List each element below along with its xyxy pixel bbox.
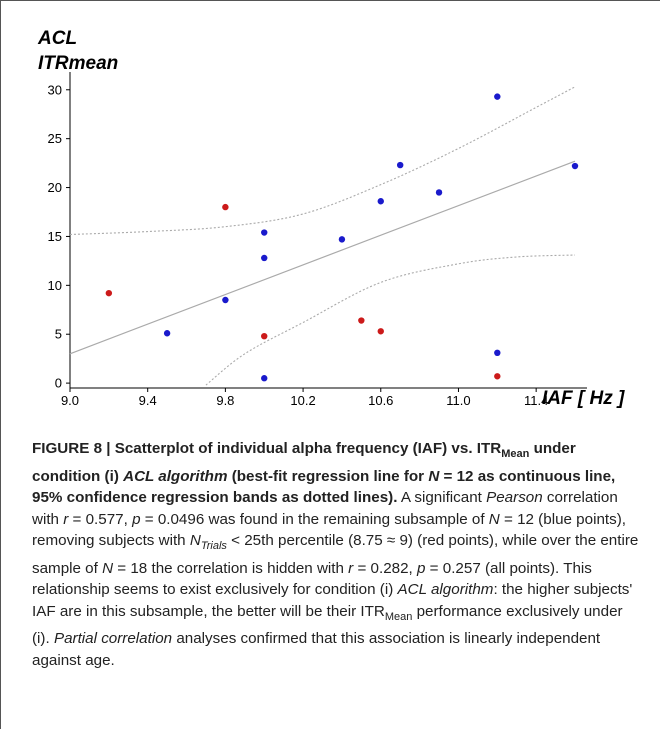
blue-data-point	[494, 93, 501, 100]
x-tick-label: 10.2	[290, 393, 315, 408]
red-data-point	[261, 332, 268, 340]
blue-data-point	[261, 375, 268, 382]
confidence-bands	[69, 86, 576, 386]
caption-title-text: FIGURE 8 | Scatterplot of individual alp…	[32, 440, 502, 457]
caption-title-subscript: Mean	[501, 448, 530, 461]
caption-title-italic: ACL algorithm	[123, 467, 228, 485]
red-data-point	[494, 373, 501, 380]
blue-data-point	[377, 198, 384, 205]
blue-data-point	[261, 254, 268, 262]
blue-data-point	[494, 349, 501, 356]
regression-line-group	[69, 160, 576, 355]
regression-line	[69, 160, 576, 355]
caption-title-text: (best-fit regression line for	[227, 467, 429, 485]
y-tick-label: 20	[48, 180, 62, 195]
x-tick-label: 9.4	[139, 393, 157, 408]
blue-data-point	[338, 236, 346, 243]
data-points	[105, 93, 579, 382]
x-tick-label: 11.0	[446, 393, 470, 408]
y-tick-label: 10	[48, 278, 62, 293]
confidence-band-upper	[69, 86, 576, 236]
caption-title-text: = 12 as continuous line, 95% confidence …	[32, 467, 616, 507]
caption-body: A significant Pearson correlation with r…	[32, 489, 639, 669]
caption-title-italic: N	[428, 467, 440, 485]
y-tick-label: 15	[48, 229, 62, 244]
figure-border-top	[0, 0, 660, 1]
caption-title-text: under condition (i)	[32, 440, 576, 485]
y-tick-label: 30	[48, 82, 62, 97]
x-axis-title: IAF [ Hz ]	[542, 388, 625, 409]
y-axis-title-line1: ACL	[37, 28, 77, 49]
blue-data-point	[435, 189, 443, 196]
blue-data-point	[396, 161, 404, 169]
x-tick-label: 11.4	[524, 393, 548, 408]
caption-title: FIGURE 8 | Scatterplot of individual alp…	[32, 440, 615, 506]
chart-axes: 0 5 10 15 20 25 30 9.0 9.4 9.8 10.2 10.6 11.0 11.4	[48, 72, 587, 408]
red-data-point	[377, 328, 384, 335]
x-tick-label: 10.6	[368, 393, 393, 408]
figure-border-left	[0, 0, 1, 729]
chart-labels: ACL ITRmean IAF [ Hz ]	[37, 28, 625, 409]
red-data-point	[358, 317, 365, 324]
blue-data-point	[222, 296, 229, 304]
confidence-band-lower	[205, 254, 576, 386]
blue-data-point	[163, 330, 171, 337]
x-tick-label: 9.8	[216, 393, 234, 408]
x-tick-label: 9.0	[61, 393, 79, 408]
figure-caption: FIGURE 8 | Scatterplot of individual alp…	[32, 438, 644, 671]
y-axis-title-line2: ITRmean	[38, 53, 118, 74]
scatter-chart: 0 5 10 15 20 25 30 9.0 9.4 9.8 10.2 10.6 11.0 11.4 AC…	[37, 28, 625, 409]
y-tick-label: 5	[55, 327, 62, 342]
y-tick-label: 25	[48, 131, 62, 146]
red-data-point	[105, 289, 113, 297]
red-data-point	[222, 203, 229, 211]
blue-data-point	[261, 229, 268, 236]
y-tick-label: 0	[55, 376, 62, 391]
blue-data-point	[571, 162, 579, 170]
